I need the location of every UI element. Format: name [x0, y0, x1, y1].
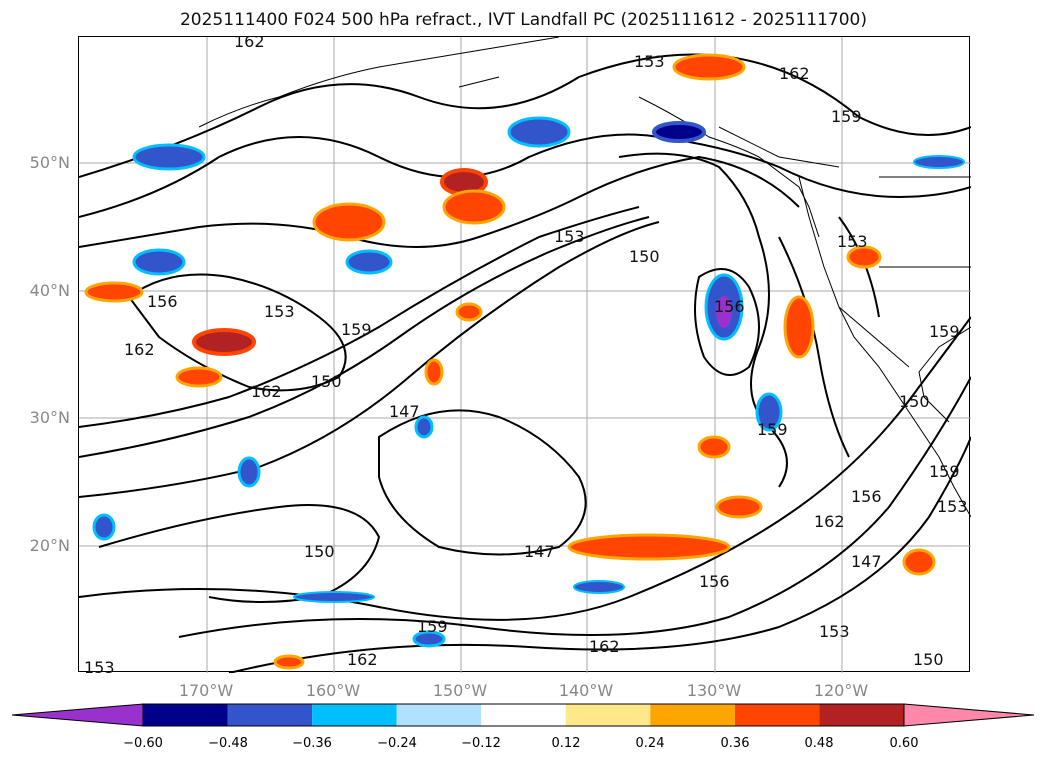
contour-label: 159	[341, 320, 372, 339]
contour-label: 159	[417, 617, 448, 636]
colorbar-bin	[312, 704, 397, 726]
contour-lines	[79, 53, 971, 673]
lon-label: 170°W	[178, 681, 234, 700]
colorbar-bin	[143, 704, 228, 726]
lon-label: 130°W	[686, 681, 742, 700]
colorbar-tick: −0.12	[461, 736, 501, 751]
contour-label: 153	[634, 52, 665, 71]
contour-label: 156	[147, 292, 178, 311]
contour-label: 162	[251, 382, 282, 401]
map-canvas: 162 162 159 153 150 147 153 156 162 159 …	[79, 37, 971, 673]
lat-label: 40°N	[29, 281, 70, 300]
colorbar-bin	[227, 704, 313, 726]
contour-label: 162	[347, 650, 378, 669]
map-title: 2025111400 F024 500 hPa refract., IVT La…	[179, 10, 867, 30]
lon-label: 160°W	[305, 681, 361, 700]
colorbar-bin	[650, 704, 735, 726]
colorbar-tick: −0.60	[123, 736, 163, 751]
contour-label: 147	[524, 542, 555, 561]
colorbar-tick: −0.24	[377, 736, 417, 751]
contour-label: 153	[837, 232, 868, 251]
coastlines	[198, 37, 971, 518]
colorbar-tick: 0.36	[720, 736, 750, 751]
contour-label: 150	[913, 650, 944, 669]
contour-label: 153	[264, 302, 295, 321]
colorbar-bin	[734, 704, 820, 726]
contour-label: 162	[814, 512, 845, 531]
contour-label: 153	[84, 658, 115, 673]
contour-label: 159	[757, 420, 788, 439]
colorbar-tick: 0.48	[804, 736, 834, 751]
colorbar-border	[142, 703, 905, 727]
colorbar-tick: 0.24	[635, 736, 665, 751]
contour-label: 153	[819, 622, 850, 641]
contour-label: 150	[899, 392, 930, 411]
lon-label: 140°W	[558, 681, 614, 700]
lat-label: 50°N	[29, 153, 70, 172]
contour-label: 153	[554, 227, 585, 246]
colorbar-bin	[819, 704, 904, 726]
colorbar	[11, 703, 1035, 727]
colorbar-under-triangle	[11, 703, 144, 727]
contour-label: 159	[929, 322, 960, 341]
colorbar-tick: 0.60	[889, 736, 919, 751]
shaded-fields	[84, 53, 965, 670]
lon-label: 120°W	[813, 681, 869, 700]
lat-label: 20°N	[29, 536, 70, 555]
contour-label: 156	[714, 297, 745, 316]
contour-labels: 162 162 159 153 150 147 153 156 162 159 …	[84, 37, 968, 673]
colorbar-tick: −0.48	[208, 736, 248, 751]
contour-label: 162	[234, 37, 265, 51]
lon-label: 150°W	[432, 681, 488, 700]
contour-label: 150	[304, 542, 335, 561]
contour-label: 150	[311, 372, 342, 391]
contour-label: 147	[389, 402, 420, 421]
colorbar-tick: 0.12	[551, 736, 581, 751]
colorbar-over-triangle	[903, 703, 1035, 727]
colorbar-bin	[396, 704, 482, 726]
lat-label: 30°N	[29, 408, 70, 427]
contour-label: 153	[937, 497, 968, 516]
contour-label: 156	[851, 487, 882, 506]
colorbar-bin	[481, 704, 566, 726]
contour-label: 159	[929, 462, 960, 481]
graticule	[79, 37, 971, 673]
contour-label: 159	[831, 107, 862, 126]
contour-label: 147	[851, 552, 882, 571]
colorbar-tick: −0.36	[292, 736, 332, 751]
contour-label: 162	[779, 64, 810, 83]
contour-label: 150	[629, 247, 660, 266]
contour-label: 156	[699, 572, 730, 591]
contour-label: 162	[124, 340, 155, 359]
map-panel[interactable]: 162 162 159 153 150 147 153 156 162 159 …	[78, 36, 971, 673]
colorbar-bin	[565, 704, 651, 726]
contour-label: 162	[589, 637, 620, 656]
